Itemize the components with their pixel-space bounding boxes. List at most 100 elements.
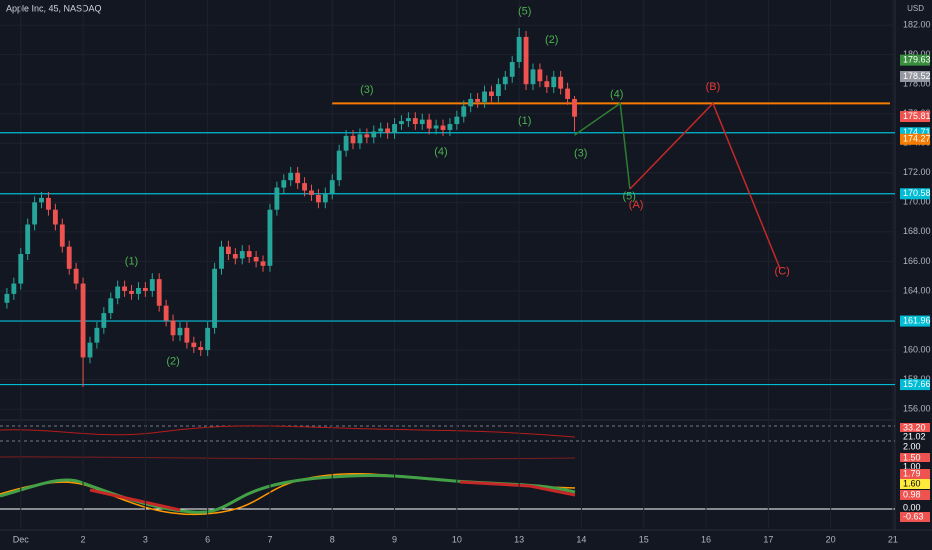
candle-body <box>191 342 197 348</box>
candle-body <box>309 190 314 195</box>
candle-body <box>94 327 100 343</box>
candle-body <box>267 209 273 266</box>
indicator-label: 21.02 <box>903 431 926 441</box>
candle-body <box>454 116 460 125</box>
x-tick-label: 8 <box>330 534 335 544</box>
candle-body <box>426 119 432 129</box>
candle-body <box>122 286 128 291</box>
candle-body <box>475 98 481 102</box>
candle-body <box>322 193 328 203</box>
candle-body <box>399 121 404 125</box>
indicator-badge <box>900 453 930 463</box>
candle-body <box>392 124 397 133</box>
wave-label: (3) <box>574 148 587 160</box>
candle-body <box>516 36 522 63</box>
candle-body <box>142 287 148 291</box>
candle-body <box>509 62 515 77</box>
indicator-badge <box>900 469 930 479</box>
price-badge <box>900 188 930 200</box>
candle-body <box>482 91 487 102</box>
candle-body <box>530 69 536 85</box>
indicator-badge <box>900 432 930 442</box>
candle-body <box>315 194 321 203</box>
wave-label: (B) <box>706 81 721 93</box>
price-badge-label: 161.96 <box>903 315 931 325</box>
candle-body <box>468 98 474 107</box>
candle-body <box>129 290 134 294</box>
candle-body <box>412 118 418 125</box>
candle-body <box>184 327 190 343</box>
candle-body <box>59 224 65 247</box>
price-badge <box>900 127 930 139</box>
price-badge-label: 175.81 <box>903 111 931 121</box>
candle-body <box>447 124 453 130</box>
candle-body <box>537 69 543 82</box>
indicator-label: 1.00 <box>903 461 921 471</box>
candle-body <box>80 283 86 358</box>
candle-body <box>108 298 114 314</box>
price-badge-label: 174.27 <box>903 134 931 144</box>
candle-body <box>378 128 384 132</box>
price-badge <box>900 315 930 327</box>
wave-label: (A) <box>629 199 644 211</box>
x-tick-label: 14 <box>576 534 586 544</box>
y-tick-label: 168.00 <box>903 226 931 236</box>
price-badge <box>900 379 930 391</box>
candle-body <box>572 98 577 117</box>
candle-body <box>219 246 224 269</box>
indicator-label: 0.98 <box>903 489 921 499</box>
indicator-badge <box>900 442 930 452</box>
candle-body <box>246 251 252 257</box>
candle-body <box>212 268 218 328</box>
wave-label: (5) <box>518 6 531 18</box>
price-badge-label: 170.58 <box>903 188 931 198</box>
price-badge <box>900 133 930 145</box>
candle-body <box>163 305 169 321</box>
wave-label: (C) <box>775 266 790 278</box>
candle-body <box>302 183 307 191</box>
candle-body <box>558 76 564 89</box>
y-tick-label: 166.00 <box>903 256 931 266</box>
wave-projection <box>629 102 781 270</box>
wave-label: (1) <box>125 255 138 267</box>
rsi-line <box>0 425 576 438</box>
indicator-label: 33.20 <box>903 422 926 432</box>
candle-body <box>329 180 335 194</box>
indicator-badge <box>900 503 930 513</box>
indicator-line <box>0 456 576 460</box>
candle-body <box>350 135 356 144</box>
wave-label: (2) <box>545 34 558 46</box>
candle-body <box>87 342 93 358</box>
candle-body <box>32 202 38 225</box>
indicator-label: 1.79 <box>903 468 921 478</box>
indicator-label: 1.50 <box>903 452 921 462</box>
candle-body <box>433 125 439 129</box>
candle-body <box>149 279 155 291</box>
candle-body <box>364 134 370 138</box>
candle-body <box>18 254 24 284</box>
price-badge-label: 174.71 <box>903 127 931 137</box>
candle-body <box>115 286 121 299</box>
candle-body <box>371 131 377 138</box>
price-badge-label: 157.66 <box>903 379 931 389</box>
candle-body <box>11 283 17 294</box>
candle-body <box>343 135 349 151</box>
wave-label: (2) <box>166 356 179 368</box>
candle-body <box>461 106 467 117</box>
candle-body <box>274 187 280 210</box>
candle-body <box>66 246 72 269</box>
y-tick-label: 180.00 <box>903 49 931 59</box>
indicator-badge <box>900 462 930 472</box>
chart-title: Apple Inc, 45, NASDAQ <box>6 3 102 13</box>
candle-body <box>101 313 107 328</box>
candle-body <box>405 118 411 122</box>
x-tick-label: 13 <box>514 534 524 544</box>
candle-body <box>198 347 204 351</box>
x-tick-label: 9 <box>392 534 397 544</box>
candle-body <box>136 287 141 294</box>
price-badge-label: 178.52 <box>903 71 931 81</box>
price-badge-label: 179.63 <box>903 54 931 64</box>
x-tick-label: 20 <box>826 534 836 544</box>
price-badge <box>900 54 930 66</box>
